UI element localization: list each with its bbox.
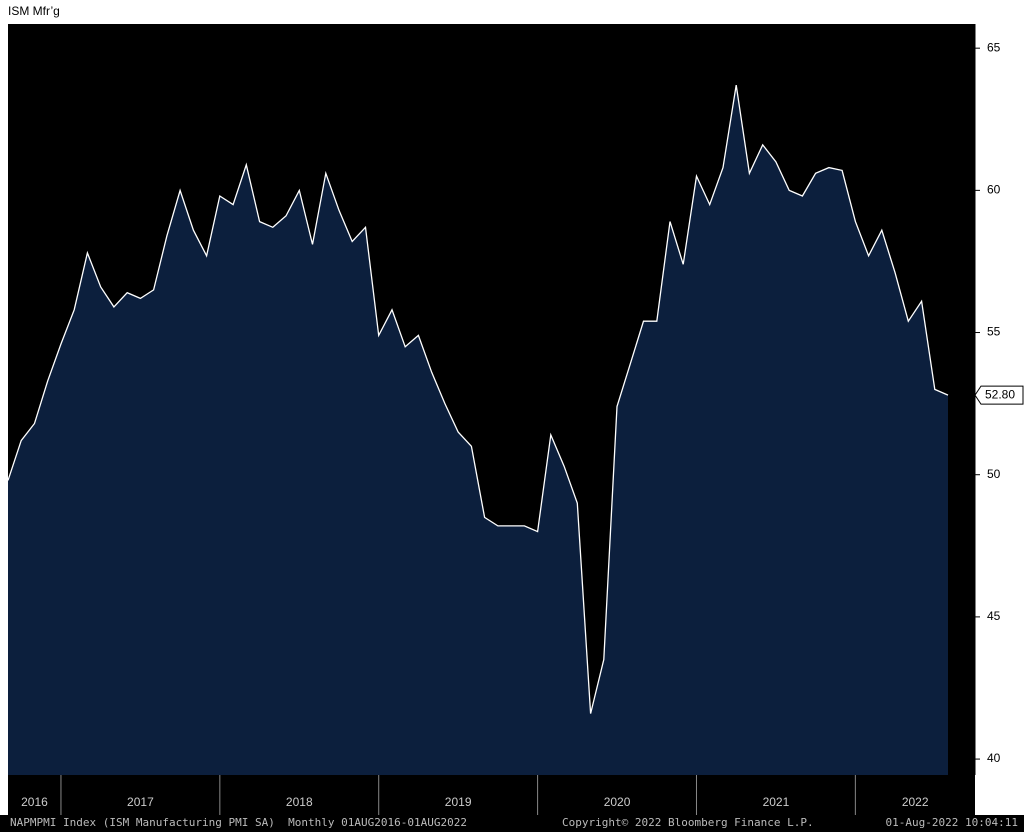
value-label: 52.80 — [985, 387, 1015, 401]
line — [7, 84, 949, 714]
y-tick-label: 45 — [987, 609, 1001, 623]
area — [8, 85, 948, 776]
x-tick-label: 2016 — [21, 795, 48, 809]
x-tick-label: 2017 — [127, 795, 154, 809]
x-tick-label: 2019 — [445, 795, 472, 809]
x-axis-band — [8, 775, 975, 815]
value-label-box — [974, 385, 1024, 405]
footer-right: 01-Aug-2022 10:04:11 — [886, 816, 1018, 829]
footer-center: Copyright© 2022 Bloomberg Finance L.P. — [562, 816, 814, 829]
y-tick-label: 50 — [987, 467, 1001, 481]
y-tick-label: 60 — [987, 183, 1001, 197]
x-tick-label: 2018 — [286, 795, 313, 809]
y-tick-label: 40 — [987, 751, 1001, 765]
footer-band — [0, 815, 1024, 832]
x-tick-label: 2020 — [604, 795, 631, 809]
x-tick-label: 2022 — [902, 795, 929, 809]
y-tick-label: 55 — [987, 325, 1001, 339]
x-tick-label: 2021 — [763, 795, 790, 809]
chart-title: ISM Mfr’g — [8, 4, 60, 18]
y-tick-label: 65 — [987, 40, 1001, 54]
footer-left: NAPMPMI Index (ISM Manufacturing PMI SA)… — [10, 816, 467, 829]
